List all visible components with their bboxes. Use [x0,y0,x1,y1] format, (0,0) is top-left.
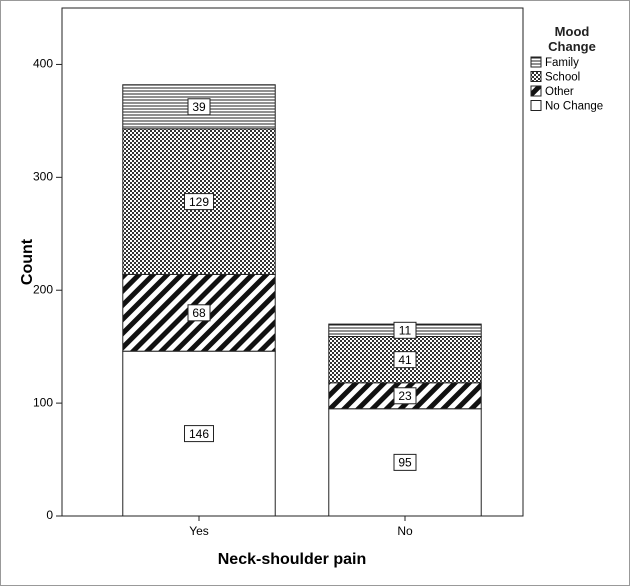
legend-label: No Change [545,101,603,113]
data-label: 41 [398,353,412,367]
data-label: 23 [398,389,412,403]
label-box [393,351,417,369]
y-tick-label: 400 [33,57,53,71]
data-label: 129 [189,195,209,209]
label-box [393,453,417,471]
data-label: 146 [189,427,209,441]
x-tick-label: Yes [189,524,209,538]
label-box [393,321,417,339]
label-box [184,193,214,211]
data-label: 11 [399,323,412,337]
label-box [184,425,214,443]
bar-segment [122,128,276,275]
data-label: 39 [192,100,206,114]
legend-title: Mood Change [548,24,596,54]
x-axis-label: Neck-shoulder pain [218,551,366,568]
label-box [393,387,417,405]
y-tick-label: 0 [46,508,53,522]
y-tick-label: 300 [33,170,53,184]
y-tick-label: 200 [33,282,53,296]
y-axis-label: Count [19,238,36,285]
x-tick-label: No [397,524,413,538]
label-box [187,98,211,116]
legend-swatch [530,85,542,97]
y-tick-label: 100 [33,395,53,409]
legend-swatch [530,71,542,82]
legend-swatch [530,56,542,68]
legend-label: School [545,72,580,84]
legend-label: Family [545,57,579,69]
plot-frame [61,7,524,517]
data-label: 68 [192,306,206,320]
legend-swatch [530,100,542,111]
label-box [187,304,211,322]
legend-label: Other [545,86,574,98]
data-label: 95 [398,456,412,470]
